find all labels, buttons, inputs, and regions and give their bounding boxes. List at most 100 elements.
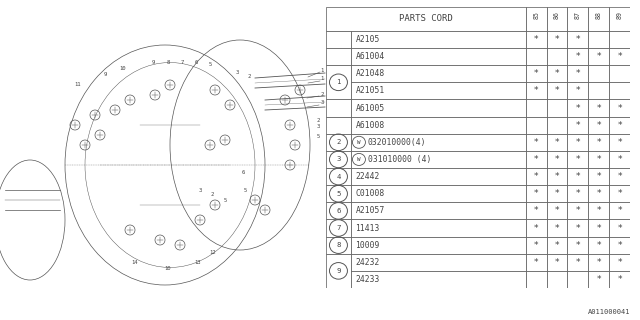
Bar (609, 202, 630, 220)
Bar (525, 134, 547, 151)
Bar (568, 151, 588, 168)
Bar (547, 134, 568, 151)
Bar (609, 134, 630, 151)
Text: *: * (596, 172, 601, 181)
Bar (609, 220, 630, 236)
Text: 6: 6 (195, 60, 198, 66)
Text: W: W (357, 140, 361, 145)
Bar (525, 185, 547, 202)
Bar (525, 82, 547, 100)
Bar (568, 100, 588, 116)
Bar (568, 82, 588, 100)
Bar (326, 236, 351, 254)
Bar (525, 116, 547, 134)
Bar (588, 100, 609, 116)
Text: 8: 8 (336, 242, 340, 248)
Bar (326, 100, 351, 116)
Text: PARTS CORD: PARTS CORD (399, 14, 452, 23)
Bar (568, 134, 588, 151)
Bar (609, 271, 630, 288)
Text: *: * (596, 275, 601, 284)
Bar (326, 202, 351, 220)
Text: 5: 5 (336, 191, 340, 197)
Text: *: * (618, 241, 622, 250)
Text: 3: 3 (316, 124, 319, 130)
Text: A61004: A61004 (355, 52, 385, 61)
Text: A61005: A61005 (355, 103, 385, 113)
Text: 9: 9 (152, 60, 155, 65)
Bar (568, 7, 588, 31)
Bar (568, 168, 588, 185)
Bar (326, 168, 351, 185)
Text: *: * (534, 172, 538, 181)
Bar (588, 271, 609, 288)
Bar (588, 151, 609, 168)
Text: 032010000(4): 032010000(4) (367, 138, 426, 147)
Text: *: * (596, 258, 601, 267)
Bar (568, 220, 588, 236)
Bar (568, 116, 588, 134)
Text: 3: 3 (321, 100, 324, 106)
Bar (588, 168, 609, 185)
Bar (547, 7, 568, 31)
Text: C01008: C01008 (355, 189, 385, 198)
Bar (609, 116, 630, 134)
Bar (568, 65, 588, 82)
Text: 5: 5 (223, 197, 227, 203)
Text: *: * (555, 35, 559, 44)
Text: *: * (575, 172, 580, 181)
Text: *: * (534, 86, 538, 95)
Text: 1: 1 (321, 76, 324, 82)
Bar (547, 185, 568, 202)
Text: *: * (555, 223, 559, 233)
Text: *: * (596, 223, 601, 233)
Text: 3: 3 (336, 156, 340, 163)
Bar (326, 151, 351, 168)
Bar (351, 185, 525, 202)
Text: 12: 12 (210, 250, 216, 254)
Bar (326, 65, 351, 100)
Text: 8: 8 (166, 60, 170, 66)
Bar (568, 236, 588, 254)
Text: *: * (618, 189, 622, 198)
Text: 9: 9 (104, 73, 107, 77)
Bar (351, 100, 525, 116)
Text: *: * (575, 121, 580, 130)
Bar (609, 82, 630, 100)
Text: 2: 2 (336, 139, 340, 145)
Text: 5: 5 (243, 188, 246, 193)
Bar (547, 236, 568, 254)
Text: *: * (555, 241, 559, 250)
Text: *: * (575, 52, 580, 61)
Text: 10009: 10009 (355, 241, 380, 250)
Text: *: * (555, 172, 559, 181)
Bar (326, 116, 351, 134)
Bar (525, 236, 547, 254)
Bar (351, 116, 525, 134)
Text: *: * (575, 86, 580, 95)
Text: 11: 11 (75, 83, 81, 87)
Text: *: * (596, 138, 601, 147)
Bar (351, 168, 525, 185)
Text: 3: 3 (198, 188, 202, 193)
Text: *: * (534, 155, 538, 164)
Bar (609, 168, 630, 185)
Bar (351, 271, 525, 288)
Bar (525, 254, 547, 271)
Bar (588, 7, 609, 31)
Text: 9: 9 (336, 268, 340, 274)
Text: *: * (596, 241, 601, 250)
Text: *: * (555, 189, 559, 198)
Bar (609, 7, 630, 31)
Bar (351, 151, 525, 168)
Bar (568, 48, 588, 65)
Bar (326, 254, 351, 288)
Bar (609, 31, 630, 48)
Text: *: * (618, 138, 622, 147)
Bar (547, 220, 568, 236)
Bar (351, 254, 525, 271)
Text: 5: 5 (316, 134, 319, 140)
Bar (588, 65, 609, 82)
Bar (547, 254, 568, 271)
Text: *: * (596, 206, 601, 215)
